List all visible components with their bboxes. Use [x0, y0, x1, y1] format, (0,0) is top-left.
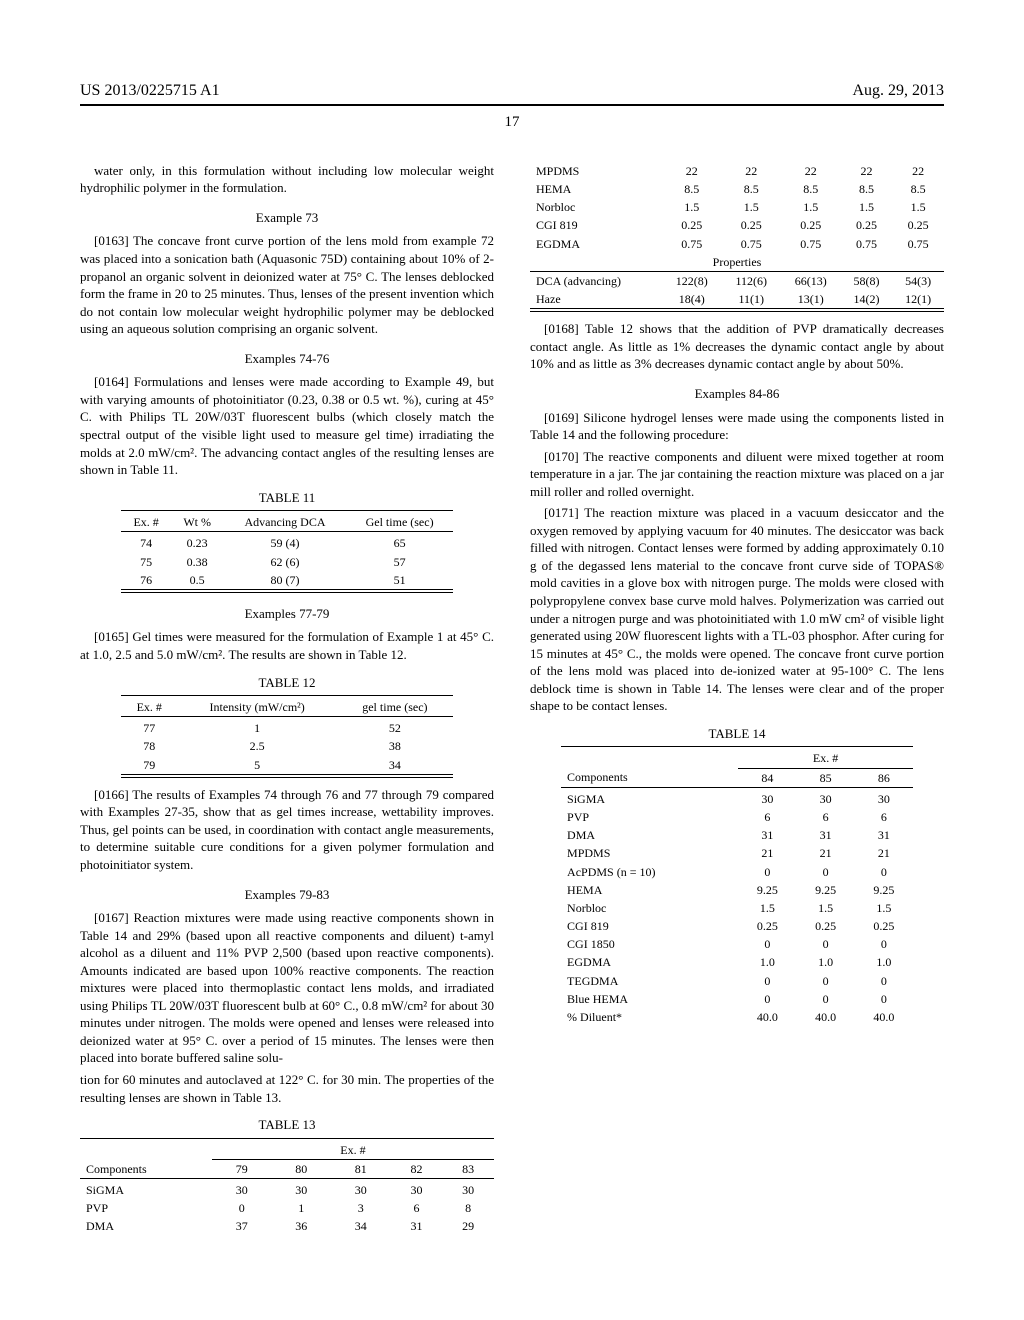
table-row: 782.538: [121, 737, 452, 755]
table-13-components-header: Components: [80, 1159, 212, 1178]
paragraph-0167-continuation: tion for 60 minutes and autoclaved at 12…: [80, 1071, 494, 1106]
examples-74-76-title: Examples 74-76: [80, 350, 494, 368]
publication-date: Aug. 29, 2013: [852, 80, 944, 102]
page-number: 17: [80, 112, 944, 132]
table-13-span-header: Ex. #: [212, 1141, 494, 1160]
paragraph-0169: [0169] Silicone hydrogel lenses were mad…: [530, 409, 944, 444]
table-row: 740.2359 (4)65: [121, 534, 452, 552]
table-row: HEMA8.58.58.58.58.5: [530, 180, 944, 198]
text-columns: water only, in this formulation without …: [80, 162, 944, 1252]
table-14-col-84: 84: [738, 768, 796, 787]
paragraph-0165: [0165] Gel times were measured for the f…: [80, 628, 494, 663]
table-row: PVP01368: [80, 1199, 494, 1217]
table-row: AcPDMS (n = 10)000: [561, 863, 913, 881]
page: US 2013/0225715 A1 Aug. 29, 2013 17 wate…: [0, 0, 1024, 1320]
patent-number: US 2013/0225715 A1: [80, 80, 220, 102]
examples-84-86-title: Examples 84-86: [530, 385, 944, 403]
table-13-col-83: 83: [442, 1159, 494, 1178]
table-row: CGI 1850000: [561, 935, 913, 953]
table-row: 79534: [121, 756, 452, 775]
table-14-span-header: Ex. #: [738, 749, 913, 768]
table-14-col-85: 85: [796, 768, 854, 787]
examples-77-79-title: Examples 77-79: [80, 605, 494, 623]
table-14: Ex. # Components 84 85 86 SiGMA303030 PV…: [561, 746, 913, 1026]
table-13-col-79: 79: [212, 1159, 272, 1178]
table-row: Haze18(4)11(1)13(1)14(2)12(1): [530, 290, 944, 309]
table-13-col-80: 80: [272, 1159, 331, 1178]
table-row: Norbloc1.51.51.5: [561, 899, 913, 917]
table-row: Blue HEMA000: [561, 990, 913, 1008]
paragraph-0164: [0164] Formulations and lenses were made…: [80, 373, 494, 478]
table-row: MPDMS2222222222: [530, 162, 944, 180]
paragraph-0167: [0167] Reaction mixtures were made using…: [80, 909, 494, 1067]
table-row: CGI 8190.250.250.250.250.25: [530, 216, 944, 234]
table-row: 77152: [121, 719, 452, 737]
table-row: PVP666: [561, 808, 913, 826]
table-row: EGDMA0.750.750.750.750.75: [530, 235, 944, 253]
table-12-col-ex: Ex. #: [121, 698, 177, 717]
table-12: Ex. # Intensity (mW/cm²) gel time (sec) …: [121, 695, 452, 778]
table-11-title: TABLE 11: [80, 489, 494, 507]
table-11-col-ex: Ex. #: [121, 513, 170, 532]
intro-continuation: water only, in this formulation without …: [80, 162, 494, 197]
table-row: CGI 8190.250.250.25: [561, 917, 913, 935]
table-row: Norbloc1.51.51.51.51.5: [530, 198, 944, 216]
table-row: EGDMA1.01.01.0: [561, 953, 913, 971]
table-row: TEGDMA000: [561, 972, 913, 990]
table-11-col-dca: Advancing DCA: [223, 513, 346, 532]
table-13-properties-label: Properties: [530, 253, 944, 272]
table-11-col-wt: Wt %: [171, 513, 224, 532]
paragraph-0163: [0163] The concave front curve portion o…: [80, 232, 494, 337]
table-row: MPDMS212121: [561, 844, 913, 862]
table-13-col-81: 81: [331, 1159, 391, 1178]
table-12-title: TABLE 12: [80, 674, 494, 692]
table-14-title: TABLE 14: [530, 725, 944, 743]
examples-79-83-title: Examples 79-83: [80, 886, 494, 904]
table-row: 760.580 (7)51: [121, 571, 452, 590]
table-11: Ex. # Wt % Advancing DCA Gel time (sec) …: [121, 510, 452, 593]
table-row: DMA3736343129: [80, 1217, 494, 1235]
paragraph-0170: [0170] The reactive components and dilue…: [530, 448, 944, 501]
example-73-title: Example 73: [80, 209, 494, 227]
table-row: 750.3862 (6)57: [121, 553, 452, 571]
table-13-title: TABLE 13: [80, 1116, 494, 1134]
table-11-col-gel: Gel time (sec): [347, 513, 453, 532]
table-row: % Diluent*40.040.040.0: [561, 1008, 913, 1026]
table-row: DCA (advancing)122(8)112(6)66(13)58(8)54…: [530, 271, 944, 290]
table-14-col-86: 86: [855, 768, 913, 787]
paragraph-0168: [0168] Table 12 shows that the addition …: [530, 320, 944, 373]
table-13-col-82: 82: [391, 1159, 443, 1178]
table-row: SiGMA303030: [561, 790, 913, 808]
table-14-components-header: Components: [561, 768, 738, 787]
table-12-col-intensity: Intensity (mW/cm²): [177, 698, 337, 717]
paragraph-0171: [0171] The reaction mixture was placed i…: [530, 504, 944, 715]
table-row: SiGMA3030303030: [80, 1181, 494, 1199]
page-header: US 2013/0225715 A1 Aug. 29, 2013: [80, 80, 944, 106]
table-12-col-gel: gel time (sec): [337, 698, 452, 717]
table-row: DMA313131: [561, 826, 913, 844]
paragraph-0166: [0166] The results of Examples 74 throug…: [80, 786, 494, 874]
table-row: HEMA9.259.259.25: [561, 881, 913, 899]
